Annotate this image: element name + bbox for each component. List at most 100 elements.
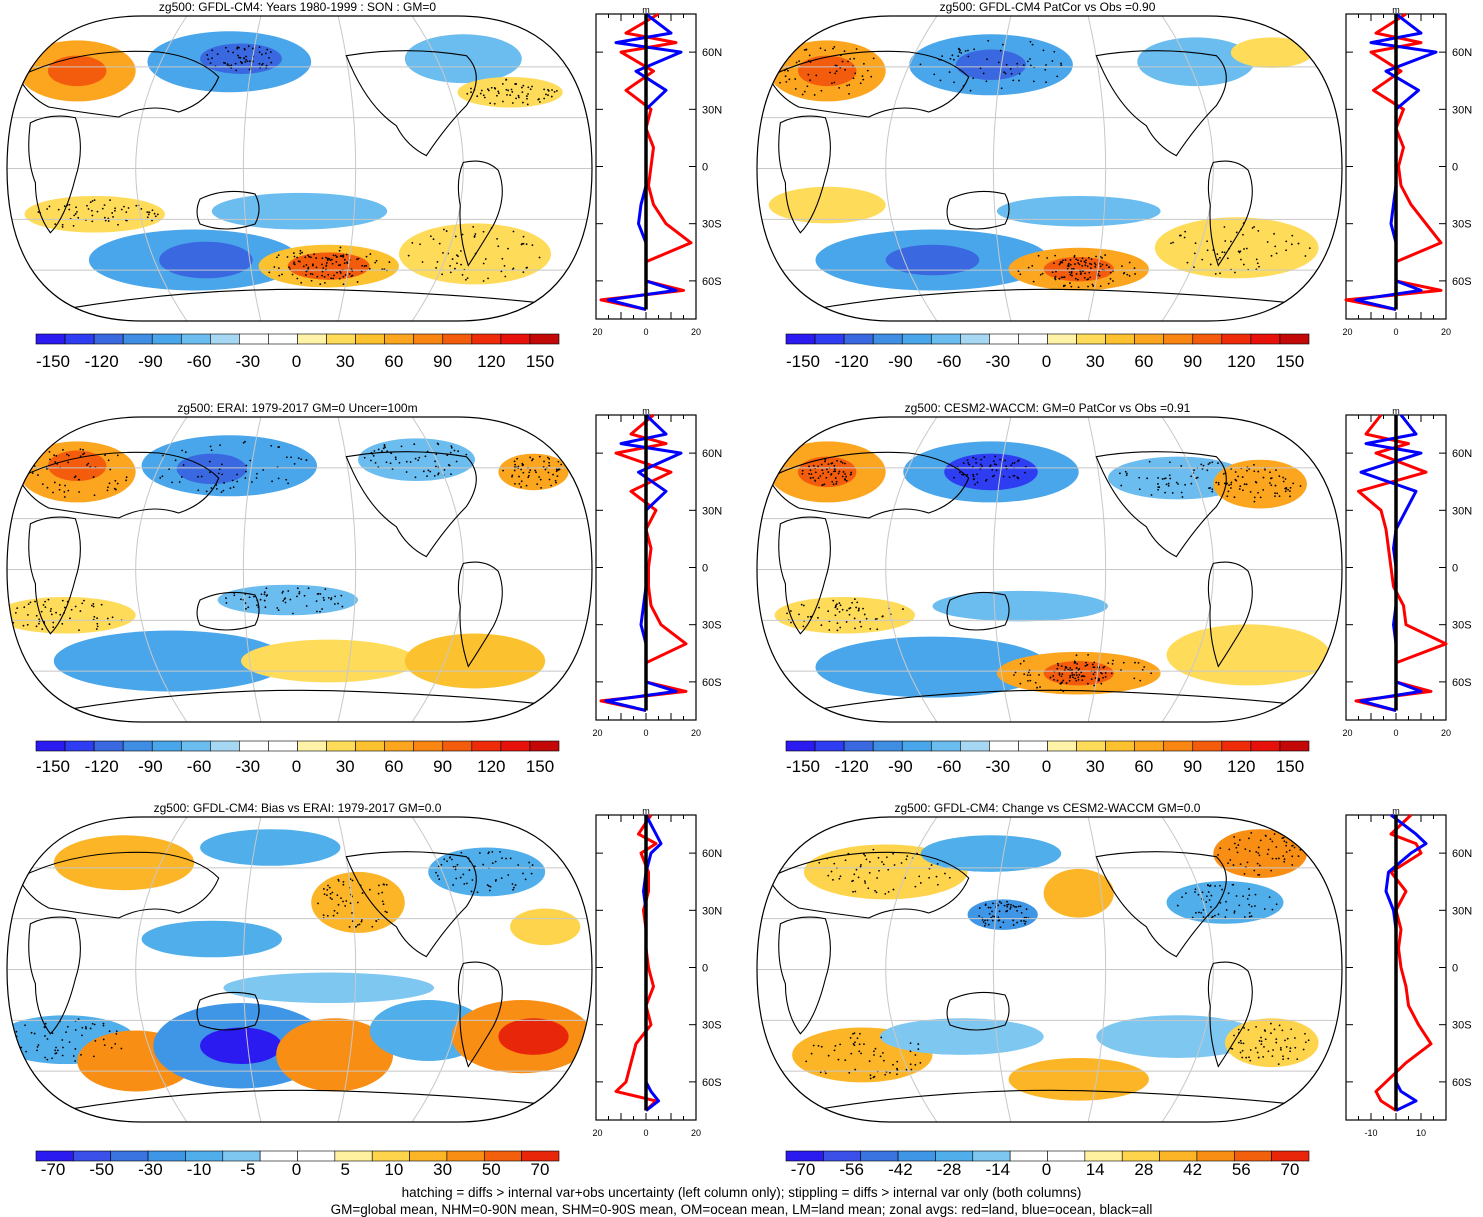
colorbar-tick-label: -120 — [84, 757, 119, 776]
lat-label: 60N — [1452, 848, 1472, 860]
colorbar-swatch — [1250, 333, 1281, 345]
colorbar-tick-label: 70 — [530, 1160, 550, 1179]
colorbar-tick-label: -30 — [235, 352, 261, 371]
colorbar-tick-label: 30 — [1085, 757, 1105, 776]
colorbar-swatch — [355, 333, 385, 345]
anomaly-region — [47, 450, 107, 482]
colorbar — [35, 1150, 560, 1162]
colorbar — [785, 333, 1310, 345]
zonal-xtick-label: 20 — [691, 1128, 701, 1138]
colorbar-swatch — [960, 740, 990, 752]
colorbar-swatch — [1047, 333, 1077, 345]
colorbar-swatch — [297, 1150, 336, 1162]
colorbar-swatch — [122, 740, 153, 752]
anomaly-region — [428, 847, 546, 897]
anomaly-region — [47, 55, 107, 87]
zonal-xtick-label: -20 — [592, 728, 603, 738]
lat-label: 60N — [702, 448, 722, 460]
anomaly-region — [1230, 37, 1313, 68]
zonal-unit-label: m — [642, 8, 650, 15]
colorbar-swatch — [210, 740, 240, 752]
colorbar-tick-label: 60 — [384, 352, 404, 371]
zonal-unit-label: m — [642, 409, 650, 416]
colorbar — [785, 1150, 1310, 1162]
zonal-unit-label: m — [1392, 8, 1400, 15]
stippling — [7, 440, 563, 632]
anomaly-region — [1137, 37, 1255, 87]
zonal-xtick-label: 0 — [1393, 728, 1398, 738]
footer-caption-line1: hatching = diffs > internal var+obs unce… — [401, 1185, 1082, 1200]
zonal-xtick-label: -10 — [1364, 1128, 1377, 1138]
zonal-ocean-line — [1384, 813, 1428, 1112]
map-outline — [6, 816, 593, 1123]
colorbar-tick-label: -60 — [186, 757, 212, 776]
colorbar-swatch — [180, 333, 211, 345]
colorbar-swatch — [239, 333, 269, 345]
anomaly-region — [1154, 217, 1319, 279]
coastlines — [767, 851, 1316, 1111]
colorbar-tick-label: 42 — [1183, 1160, 1203, 1179]
colorbar-swatch — [326, 333, 356, 345]
colorbar-tick-label: -90 — [138, 352, 163, 371]
colorbar-tick-label: 70 — [1280, 1160, 1300, 1179]
anomaly-region — [276, 1018, 394, 1092]
stippling — [805, 831, 1310, 1080]
zonal-profile: 60N 30N 0 30S 60S -10 10 m — [1345, 809, 1472, 1138]
colorbar-tick-label: 150 — [525, 352, 555, 371]
colorbar — [785, 740, 1310, 752]
colorbar-tick-label: -150 — [35, 757, 71, 776]
colorbar-swatch — [93, 333, 124, 345]
anomaly-region — [404, 34, 522, 84]
anomaly-region — [404, 633, 546, 689]
colorbar-tick-label: -60 — [936, 352, 962, 371]
anomaly-region — [498, 453, 569, 491]
colorbar-swatch — [529, 333, 560, 345]
zonal-xtick-label: -20 — [1342, 728, 1353, 738]
colorbar-tick-label: -90 — [138, 757, 163, 776]
colorbar-tick-label: -150 — [35, 352, 71, 371]
colorbar-tick-label: 120 — [477, 352, 506, 371]
colorbar-swatch — [1018, 333, 1048, 345]
zonal-unit-label: m — [1392, 809, 1400, 816]
zonal-xtick-label: 20 — [691, 327, 701, 337]
zonal-xtick-label: 0 — [643, 1128, 648, 1138]
lat-label: 60S — [702, 677, 722, 689]
lat-label: 30N — [702, 104, 722, 116]
colorbar-swatch — [210, 333, 240, 345]
colorbar-swatch — [93, 740, 124, 752]
lat-label: 30S — [702, 620, 722, 632]
colorbar-swatch — [1047, 1150, 1086, 1162]
map-outline — [756, 416, 1343, 723]
colorbar-swatch — [151, 740, 182, 752]
colorbar-swatch — [1271, 1150, 1310, 1162]
zonal-land-line — [1344, 12, 1443, 311]
colorbar — [35, 333, 560, 345]
colorbar-swatch — [1279, 740, 1310, 752]
zonal-land-line — [599, 413, 688, 712]
colorbar-tick-label: -90 — [888, 757, 913, 776]
colorbar-tick-label: 14 — [1085, 1160, 1105, 1179]
map-plot — [6, 15, 593, 322]
colorbar-tick-label: 5 — [340, 1160, 350, 1179]
colorbar-tick-label: -60 — [186, 352, 212, 371]
colorbar-tick-label: 90 — [1183, 352, 1203, 371]
colorbar-swatch — [442, 740, 473, 752]
anomaly-region — [1166, 624, 1331, 686]
colorbar-swatch — [930, 740, 961, 752]
zonal-land-line — [614, 814, 658, 1112]
colorbar-swatch — [529, 740, 560, 752]
anomaly-region — [287, 252, 370, 280]
colorbar-swatch — [1163, 333, 1194, 345]
anomaly-region — [1043, 661, 1114, 686]
colorbar-swatch — [413, 740, 444, 752]
coastlines — [17, 851, 566, 1111]
panel-title: zg500: ERAI: 1979-2017 GM=0 Uncer=100m — [177, 401, 418, 415]
anomaly-region — [53, 835, 195, 891]
colorbar-tick-label: 50 — [481, 1160, 501, 1179]
anomaly-region — [358, 438, 475, 482]
lat-label: 30S — [1452, 620, 1472, 632]
anomaly-region — [200, 1027, 282, 1065]
anomaly-region — [797, 55, 857, 87]
anomaly-region — [510, 908, 581, 946]
colorbar-swatch — [268, 740, 298, 752]
